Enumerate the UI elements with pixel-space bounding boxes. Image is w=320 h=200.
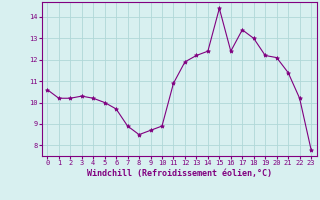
X-axis label: Windchill (Refroidissement éolien,°C): Windchill (Refroidissement éolien,°C) bbox=[87, 169, 272, 178]
